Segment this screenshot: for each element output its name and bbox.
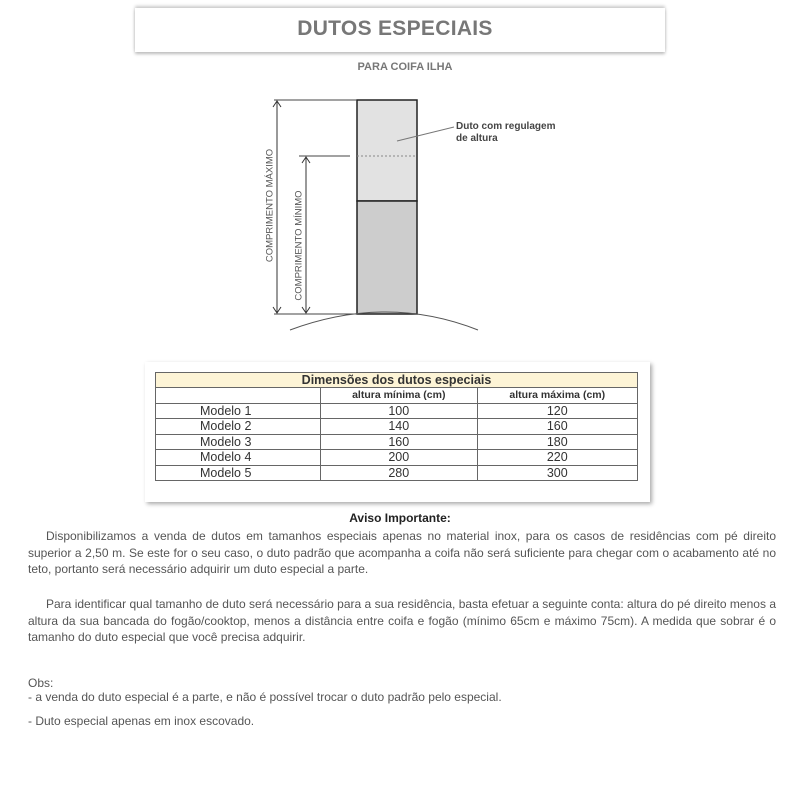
duct-label-line2: de altura	[456, 133, 498, 144]
column-header-min: altura mínima (cm)	[320, 387, 478, 404]
obs-label: Obs:	[28, 676, 54, 690]
table-row: Modelo 2 140 160	[155, 418, 639, 435]
table-row: Modelo 4 200 220	[155, 449, 639, 466]
title-band	[135, 8, 665, 52]
max-cell: 300	[476, 464, 639, 481]
max-cell: 220	[476, 449, 639, 466]
obs-item-2: - Duto especial apenas em inox escovado.	[28, 714, 255, 728]
max-length-label: COMPRIMENTO MÁXIMO	[264, 148, 276, 263]
notice-title: Aviso Importante:	[349, 511, 451, 525]
model-cell: Modelo 5	[155, 464, 321, 481]
page-subtitle: PARA COIFA ILHA	[357, 61, 453, 73]
max-cell: 160	[476, 418, 639, 435]
model-cell: Modelo 3	[155, 433, 321, 450]
min-length-label: COMPRIMENTO MÍNIMO	[293, 190, 305, 301]
min-cell: 160	[320, 433, 478, 450]
duct-label: Duto com regulagem de altura	[456, 121, 555, 145]
max-cell: 180	[476, 433, 639, 450]
table-row: Modelo 5 280 300	[155, 464, 639, 481]
max-arrow-head-bottom	[272, 306, 282, 314]
table-row: Modelo 3 160 180	[155, 433, 639, 450]
table-row: Modelo 1 100 120	[155, 402, 639, 419]
page-title: DUTOS ESPECIAIS	[297, 17, 493, 40]
obs-item-1: - a venda do duto especial é a parte, e …	[28, 690, 502, 704]
hood-arc	[289, 311, 479, 331]
model-cell: Modelo 2	[155, 418, 321, 435]
model-cell: Modelo 1	[155, 402, 321, 419]
duct-label-line1: Duto com regulagem	[456, 121, 556, 132]
max-arrow-head-top	[272, 100, 282, 108]
dimensions-table: Dimensões dos dutos especiais altura mín…	[155, 372, 639, 481]
max-cell: 120	[476, 402, 639, 419]
min-cell: 140	[320, 418, 478, 435]
notice-paragraph-2: Para identificar qual tamanho de duto se…	[28, 597, 776, 644]
duct-lower-section	[356, 200, 418, 315]
duct-diagram	[272, 99, 479, 331]
column-header-model	[155, 387, 321, 404]
min-arrow-head-bottom	[301, 306, 311, 314]
min-cell: 200	[320, 449, 478, 466]
table-caption: Dimensões dos dutos especiais	[155, 372, 638, 388]
notice-paragraph-1: Disponibilizamos a venda de dutos em tam…	[28, 529, 776, 576]
min-cell: 100	[320, 402, 478, 419]
min-arrow-head-top	[301, 156, 311, 164]
min-cell: 280	[320, 464, 478, 481]
model-cell: Modelo 4	[155, 449, 321, 466]
duct-upper-section	[356, 99, 418, 202]
duct-label-leader	[396, 126, 455, 142]
column-header-max: altura máxima (cm)	[476, 387, 639, 404]
